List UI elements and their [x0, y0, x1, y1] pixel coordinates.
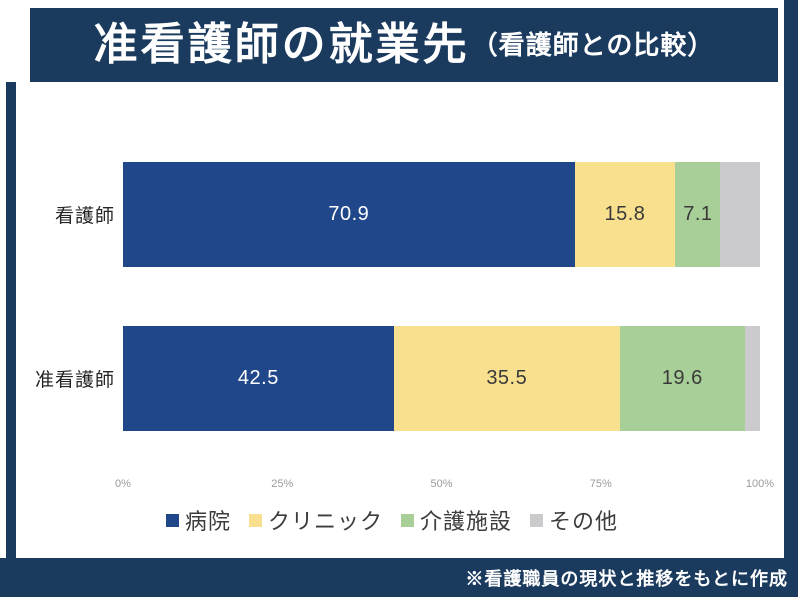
x-axis-tick-label: 75% — [589, 478, 612, 490]
x-axis-tick-label: 25% — [271, 478, 294, 490]
x-axis-tick-label: 0% — [115, 478, 131, 490]
bar-value-label: 7.1 — [683, 203, 713, 225]
bar-segment-病院: 70.9 — [123, 162, 575, 267]
bar-value-label: 15.8 — [604, 203, 646, 225]
page-title: 准看護師の就業先 — [93, 20, 470, 69]
legend-item: 介護施設 — [401, 504, 512, 536]
bar-segment-その他 — [720, 162, 760, 267]
category-label: 准看護師 — [34, 370, 115, 391]
title-banner: 准看護師の就業先 （看護師との比較） — [30, 8, 778, 82]
x-axis-tick-label: 50% — [430, 478, 453, 490]
category-label: 看護師 — [54, 206, 115, 227]
bar-stack: 42.5 35.5 19.6 — [123, 326, 760, 431]
legend-item: その他 — [530, 504, 618, 536]
bar-stack: 70.9 15.8 7.1 — [123, 162, 760, 267]
legend-label: 介護施設 — [420, 509, 513, 534]
bar-value-label: 42.5 — [237, 367, 279, 389]
source-note: ※看護職員の現状と推移をもとに作成 — [465, 568, 788, 589]
legend-swatch — [401, 513, 414, 527]
footer-band: ※看護職員の現状と推移をもとに作成 — [0, 558, 798, 597]
bar-row: 准看護師 42.5 35.5 19.6 — [20, 326, 760, 431]
bar-value-label: 70.9 — [328, 203, 370, 225]
bar-row: 看護師 70.9 15.8 7.1 — [20, 162, 760, 267]
x-axis: 0% 25% 50% 75% 100% — [115, 478, 774, 494]
bar-segment-介護施設: 19.6 — [619, 326, 745, 431]
chart-legend: 病院 クリニック 介護施設 その他 — [16, 503, 768, 537]
page-title-subtitle: （看護師との比較） — [471, 30, 715, 60]
frame-left-stripe — [6, 82, 16, 558]
bar-value-label: 35.5 — [486, 367, 528, 389]
legend-label: クリニック — [267, 509, 383, 534]
bar-segment-病院: 42.5 — [123, 326, 394, 431]
frame-right-stripe — [784, 0, 798, 597]
bar-segment-クリニック: 15.8 — [574, 162, 676, 267]
legend-label: 病院 — [184, 509, 231, 534]
x-axis-tick-label: 100% — [745, 478, 775, 490]
bar-segment-介護施設: 7.1 — [675, 162, 721, 267]
bar-value-label: 19.6 — [661, 367, 703, 389]
legend-label: その他 — [549, 509, 619, 534]
bar-segment-その他 — [744, 326, 760, 431]
bar-segment-クリニック: 35.5 — [393, 326, 620, 431]
legend-swatch — [165, 513, 179, 527]
legend-item: クリニック — [248, 504, 383, 536]
legend-item: 病院 — [165, 504, 231, 536]
legend-swatch — [530, 513, 544, 527]
legend-swatch — [248, 513, 262, 527]
